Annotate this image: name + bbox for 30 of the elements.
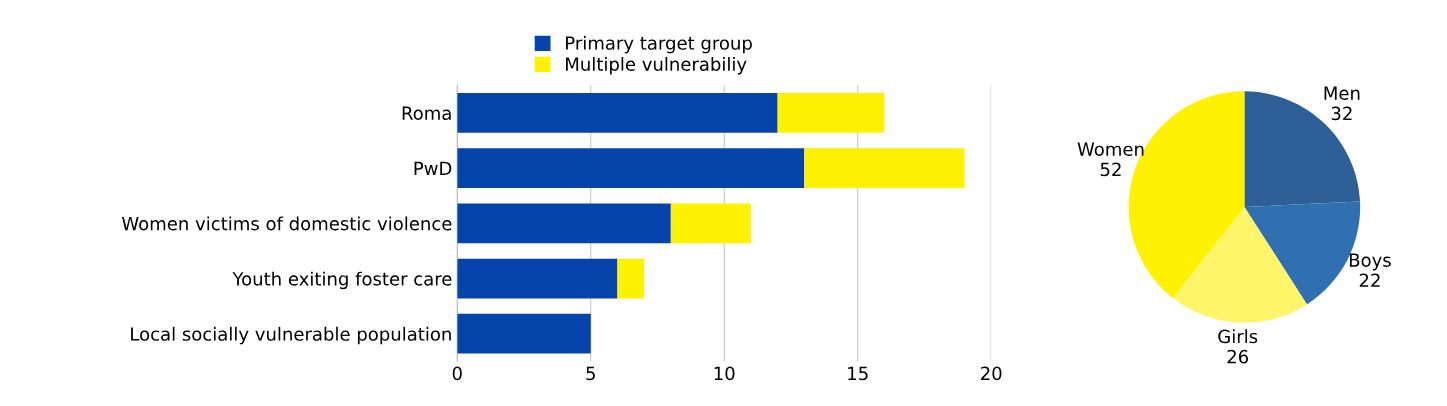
bar (457, 258, 618, 299)
x-tick-label: 20 (981, 366, 1002, 381)
x-tick-label: 15 (848, 366, 868, 381)
data-label: 32 (1331, 106, 1352, 121)
slice-label: Boys (1349, 253, 1391, 271)
x-tick-label: 5 (586, 366, 595, 381)
pie-slice (1172, 207, 1307, 323)
bar (457, 148, 805, 188)
bar (457, 313, 591, 354)
y-tick-label: PwD (414, 161, 452, 175)
data-label: 26 (1227, 349, 1249, 364)
y-tick-label: Women victims of domestic violence (121, 216, 452, 231)
slice-label: Girls (1218, 329, 1258, 344)
x-tick-label: 10 (714, 366, 735, 381)
bar (804, 148, 965, 188)
data-label: 52 (1100, 162, 1121, 177)
y-tick-label: Local socially vulnerable population (131, 326, 451, 345)
bar (457, 203, 671, 244)
slice-label: Women (1077, 142, 1144, 156)
y-tick-label: Youth exiting foster care (232, 271, 452, 290)
legend-label: Primary target group (566, 35, 752, 54)
y-tick-label: Roma (402, 106, 451, 120)
bar (457, 92, 778, 133)
x-tick-label: 0 (452, 366, 462, 381)
bar (777, 92, 885, 133)
bar (617, 258, 645, 299)
bar (670, 203, 751, 244)
data-label: 22 (1359, 273, 1380, 287)
slice-label: Men (1324, 86, 1360, 100)
legend-label: Multiple vulnerabiliy (566, 56, 747, 75)
